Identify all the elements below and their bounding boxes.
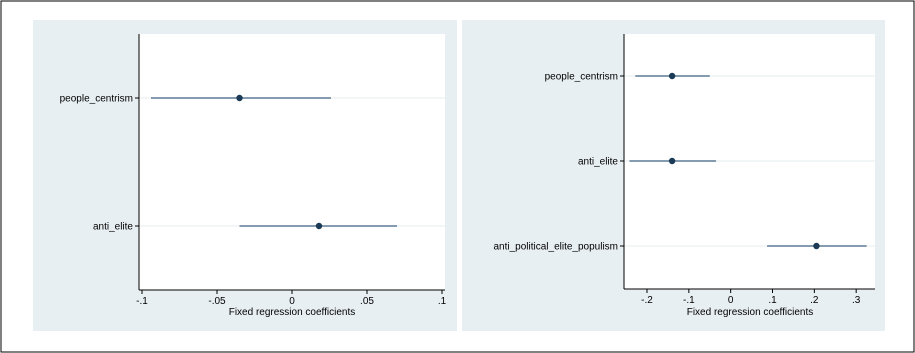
y-tick-label-people_centrism: people_centrism [545,72,618,83]
y-tick-label-people_centrism: people_centrism [60,94,133,105]
coefficient-point-anti_political_elite_populism [813,242,820,250]
x-tick-label: .1 [438,296,447,307]
coefficient-point-anti_elite [315,222,323,230]
left-plot-area [139,34,445,290]
x-tick-label: -.2 [641,295,653,306]
right-x-axis-title: Fixed regression coefficients [687,307,814,318]
right-chart-panel: people_centrism anti_elite anti_political_… [462,20,885,331]
x-tick-label: .2 [810,295,819,306]
left-x-axis-title: Fixed regression coefficients [229,307,356,318]
coefficient-point-anti_elite [668,157,676,165]
coefficient-point-people_centrism [236,94,243,102]
x-tick-label: -.05 [208,296,226,307]
y-tick-label-anti_elite: anti_elite [93,222,133,233]
x-tick-label: .3 [852,295,861,306]
x-tick-label: 0 [728,295,734,306]
x-tick-label: -.1 [683,295,695,306]
x-tick-label: -.1 [136,296,148,307]
y-tick-label-anti_political_elite_populism: anti_political_elite_populism [493,242,618,253]
x-tick-label: .1 [768,295,777,306]
x-tick-label: .05 [360,296,374,307]
coefficient-point-people_centrism [668,72,676,80]
y-tick-label-anti_elite: anti_elite [578,157,618,168]
x-tick-label: 0 [289,296,295,307]
